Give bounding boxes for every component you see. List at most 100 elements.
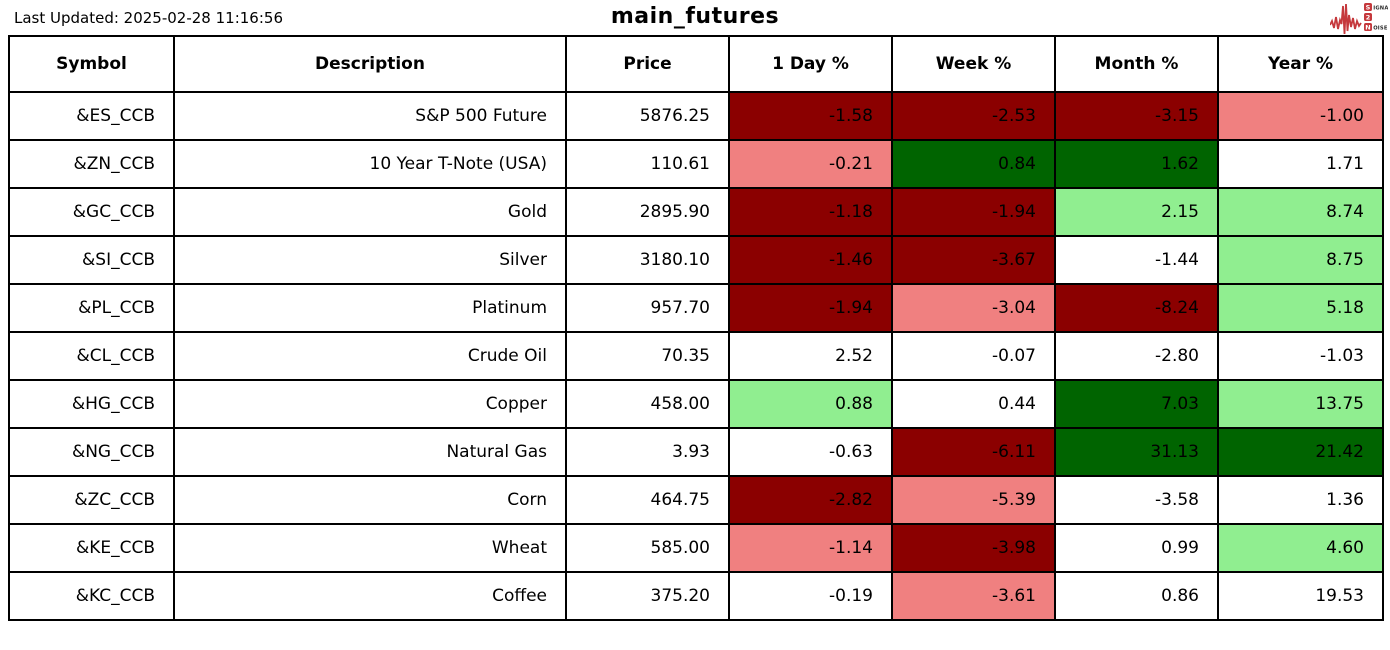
page-title: main_futures (610, 4, 780, 29)
symbol-cell: &KC_CCB (8, 571, 175, 621)
symbol-cell: &ZN_CCB (8, 139, 175, 189)
description-cell: Natural Gas (173, 427, 567, 477)
table-row: &ZC_CCB Corn 464.75 -2.82 -5.39 -3.58 1.36 (8, 475, 1384, 525)
table-body: &ES_CCB S&P 500 Future 5876.25 -1.58 -2.53 -3… (8, 91, 1384, 621)
day-pct-cell: -0.19 (728, 571, 893, 621)
description-cell: Wheat (173, 523, 567, 573)
year-pct-cell: 21.42 (1217, 427, 1384, 477)
table-header-row: Symbol Description Price 1 Day % Week % Month… (8, 35, 1384, 93)
logo-wordmark: S IGNAL 2 N OISE (1364, 3, 1388, 32)
description-cell: Silver (173, 235, 567, 285)
table-row: &ES_CCB S&P 500 Future 5876.25 -1.58 -2.53 -3… (8, 91, 1384, 141)
waveform-icon (1330, 3, 1362, 35)
price-cell: 375.20 (565, 571, 730, 621)
table-row: &HG_CCB Copper 458.00 0.88 0.44 7.03 13.75 (8, 379, 1384, 429)
column-header-year: Year % (1217, 35, 1384, 93)
year-pct-cell: -1.03 (1217, 331, 1384, 381)
day-pct-cell: 2.52 (728, 331, 893, 381)
column-header-price: Price (565, 35, 730, 93)
description-cell: Coffee (173, 571, 567, 621)
day-pct-cell: -0.63 (728, 427, 893, 477)
price-cell: 5876.25 (565, 91, 730, 141)
price-cell: 2895.90 (565, 187, 730, 237)
column-header-week: Week % (891, 35, 1056, 93)
column-header-1-day: 1 Day % (728, 35, 893, 93)
table-row: &CL_CCB Crude Oil 70.35 2.52 -0.07 -2.80 -1.03 (8, 331, 1384, 381)
year-pct-cell: 1.71 (1217, 139, 1384, 189)
signal2noise-logo: S IGNAL 2 N OISE (1330, 3, 1388, 35)
symbol-cell: &CL_CCB (8, 331, 175, 381)
year-pct-cell: 13.75 (1217, 379, 1384, 429)
description-cell: 10 Year T-Note (USA) (173, 139, 567, 189)
price-cell: 464.75 (565, 475, 730, 525)
week-pct-cell: -0.07 (891, 331, 1056, 381)
futures-table: Symbol Description Price 1 Day % Week % Month… (8, 35, 1384, 621)
year-pct-cell: 4.60 (1217, 523, 1384, 573)
day-pct-cell: -1.14 (728, 523, 893, 573)
symbol-cell: &HG_CCB (8, 379, 175, 429)
column-header-symbol: Symbol (8, 35, 175, 93)
column-header-month: Month % (1054, 35, 1219, 93)
table-row: &SI_CCB Silver 3180.10 -1.46 -3.67 -1.44 8.75 (8, 235, 1384, 285)
description-cell: Gold (173, 187, 567, 237)
price-cell: 957.70 (565, 283, 730, 333)
logo-letterbox-n (1364, 23, 1372, 31)
day-pct-cell: -2.82 (728, 475, 893, 525)
price-cell: 585.00 (565, 523, 730, 573)
week-pct-cell: 0.84 (891, 139, 1056, 189)
table-row: &ZN_CCB 10 Year T-Note (USA) 110.61 -0.21 0.… (8, 139, 1384, 189)
month-pct-cell: -1.44 (1054, 235, 1219, 285)
symbol-cell: &KE_CCB (8, 523, 175, 573)
symbol-cell: &PL_CCB (8, 283, 175, 333)
week-pct-cell: -3.98 (891, 523, 1056, 573)
price-cell: 3.93 (565, 427, 730, 477)
day-pct-cell: -1.58 (728, 91, 893, 141)
logo-word3-rest: OISE (1373, 25, 1388, 31)
logo-letter-n: N (1365, 24, 1370, 32)
price-cell: 458.00 (565, 379, 730, 429)
column-header-description: Description (173, 35, 567, 93)
month-pct-cell: 1.62 (1054, 139, 1219, 189)
symbol-cell: &ZC_CCB (8, 475, 175, 525)
table-row: &GC_CCB Gold 2895.90 -1.18 -1.94 2.15 8.74 (8, 187, 1384, 237)
symbol-cell: &ES_CCB (8, 91, 175, 141)
symbol-cell: &NG_CCB (8, 427, 175, 477)
description-cell: Copper (173, 379, 567, 429)
month-pct-cell: 2.15 (1054, 187, 1219, 237)
month-pct-cell: -2.80 (1054, 331, 1219, 381)
logo-word1-rest: IGNAL (1373, 5, 1388, 11)
table-row: &KE_CCB Wheat 585.00 -1.14 -3.98 0.99 4.60 (8, 523, 1384, 573)
logo-letter-s: S (1366, 4, 1371, 12)
week-pct-cell: 0.44 (891, 379, 1056, 429)
table-row: &NG_CCB Natural Gas 3.93 -0.63 -6.11 31.13 21.… (8, 427, 1384, 477)
day-pct-cell: -0.21 (728, 139, 893, 189)
price-cell: 3180.10 (565, 235, 730, 285)
description-cell: Corn (173, 475, 567, 525)
symbol-cell: &GC_CCB (8, 187, 175, 237)
month-pct-cell: -3.15 (1054, 91, 1219, 141)
month-pct-cell: -3.58 (1054, 475, 1219, 525)
price-cell: 70.35 (565, 331, 730, 381)
month-pct-cell: 0.99 (1054, 523, 1219, 573)
week-pct-cell: -1.94 (891, 187, 1056, 237)
month-pct-cell: 7.03 (1054, 379, 1219, 429)
table-row: &PL_CCB Platinum 957.70 -1.94 -3.04 -8.24 5.18 (8, 283, 1384, 333)
week-pct-cell: -3.04 (891, 283, 1056, 333)
day-pct-cell: -1.94 (728, 283, 893, 333)
month-pct-cell: 0.86 (1054, 571, 1219, 621)
year-pct-cell: 8.75 (1217, 235, 1384, 285)
month-pct-cell: -8.24 (1054, 283, 1219, 333)
day-pct-cell: -1.18 (728, 187, 893, 237)
day-pct-cell: -1.46 (728, 235, 893, 285)
description-cell: Platinum (173, 283, 567, 333)
description-cell: Crude Oil (173, 331, 567, 381)
week-pct-cell: -5.39 (891, 475, 1056, 525)
logo-letterbox-s (1364, 3, 1372, 11)
logo-letterbox-2 (1364, 13, 1372, 21)
year-pct-cell: 1.36 (1217, 475, 1384, 525)
description-cell: S&P 500 Future (173, 91, 567, 141)
last-updated-text: Last Updated: 2025-02-28 11:16:56 (14, 9, 283, 27)
week-pct-cell: -3.61 (891, 571, 1056, 621)
month-pct-cell: 31.13 (1054, 427, 1219, 477)
